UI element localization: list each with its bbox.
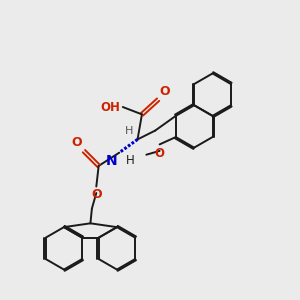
Text: O: O — [154, 147, 165, 160]
Text: H: H — [126, 154, 134, 167]
Text: OH: OH — [100, 100, 121, 113]
Text: H: H — [125, 126, 134, 136]
Text: O: O — [160, 85, 170, 98]
Text: N: N — [106, 154, 118, 168]
Text: O: O — [91, 188, 102, 201]
Text: O: O — [72, 136, 83, 149]
